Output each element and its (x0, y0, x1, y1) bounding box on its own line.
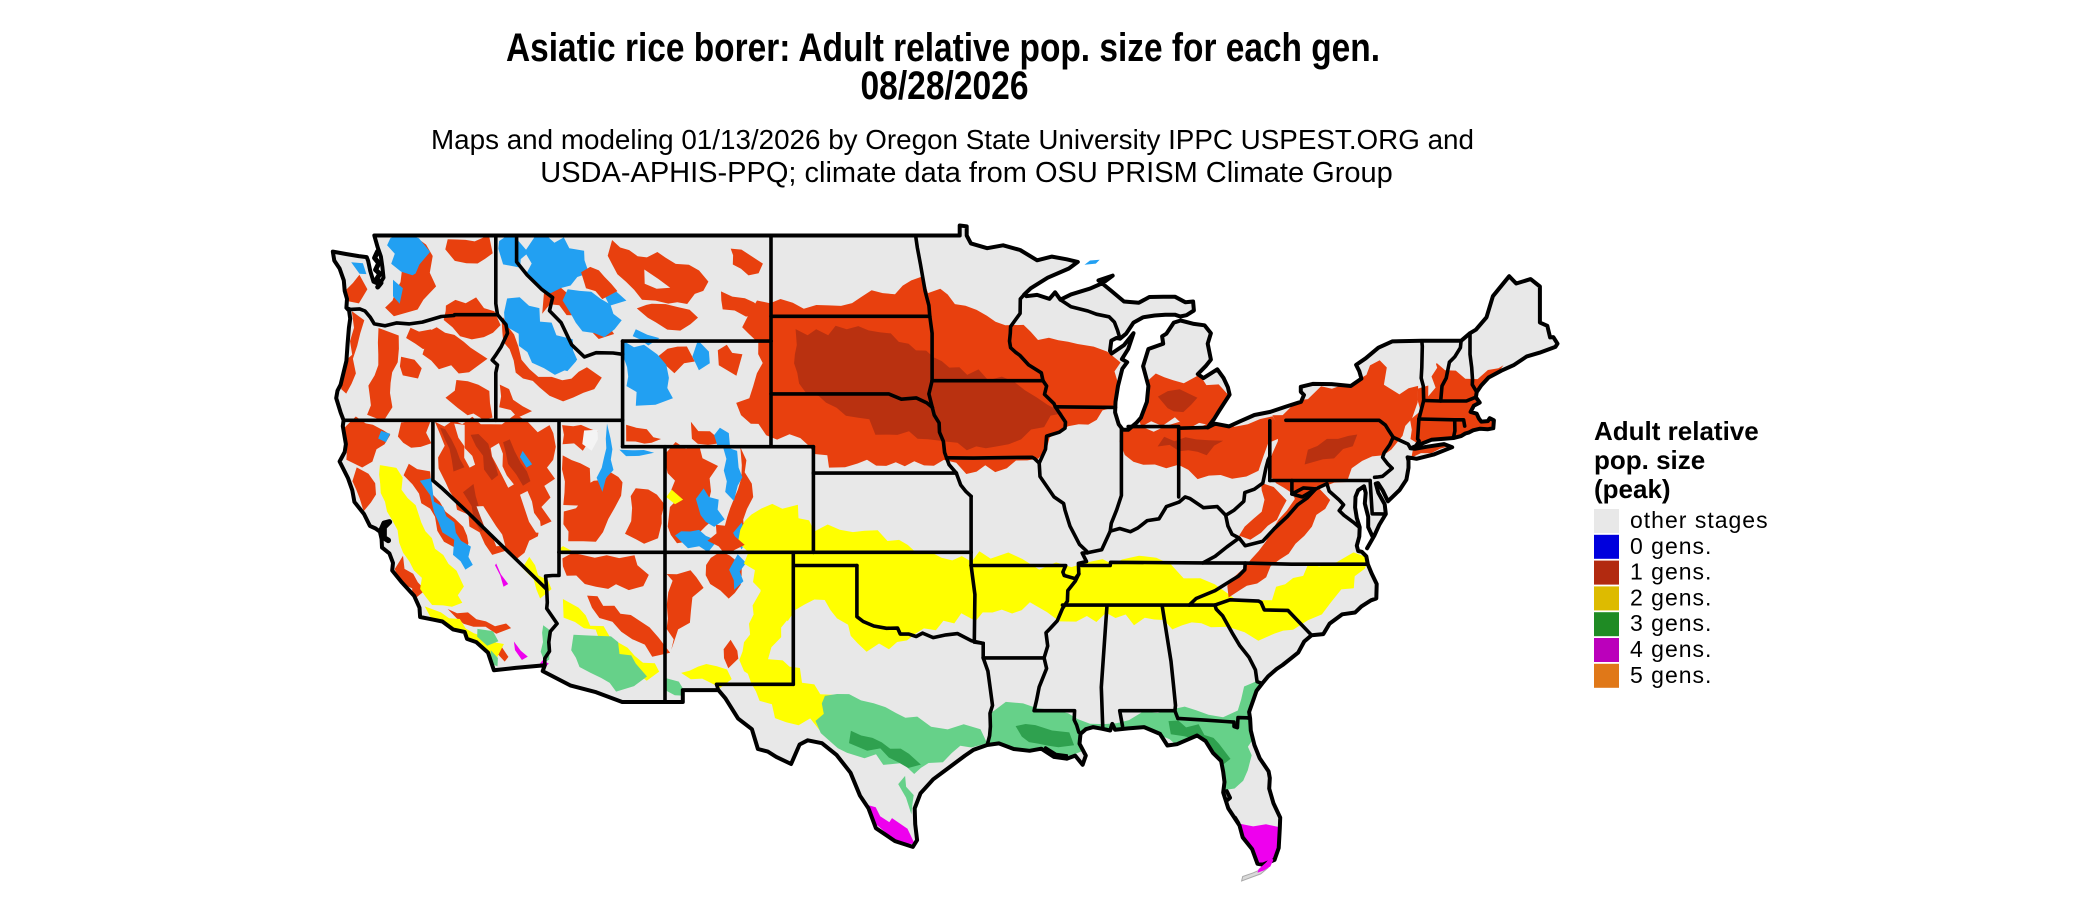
svg-text:0 gens.: 0 gens. (1630, 533, 1712, 559)
svg-text:4 gens.: 4 gens. (1630, 636, 1712, 662)
svg-text:08/28/2026: 08/28/2026 (861, 64, 1029, 108)
svg-text:pop. size: pop. size (1594, 445, 1705, 475)
svg-text:USDA-APHIS-PPQ; climate data f: USDA-APHIS-PPQ; climate data from OSU PR… (540, 157, 1393, 189)
svg-text:Maps and modeling 01/13/2026 b: Maps and modeling 01/13/2026 by Oregon S… (431, 124, 1474, 155)
svg-text:1 gens.: 1 gens. (1630, 559, 1712, 585)
svg-text:other stages: other stages (1630, 507, 1769, 533)
svg-text:(peak): (peak) (1594, 474, 1671, 504)
svg-text:Asiatic rice borer: Adult rela: Asiatic rice borer: Adult relative pop. … (506, 26, 1380, 70)
svg-text:5 gens.: 5 gens. (1630, 662, 1712, 688)
svg-text:2 gens.: 2 gens. (1630, 584, 1712, 610)
svg-text:3 gens.: 3 gens. (1630, 610, 1712, 636)
svg-text:Adult relative: Adult relative (1594, 416, 1759, 446)
